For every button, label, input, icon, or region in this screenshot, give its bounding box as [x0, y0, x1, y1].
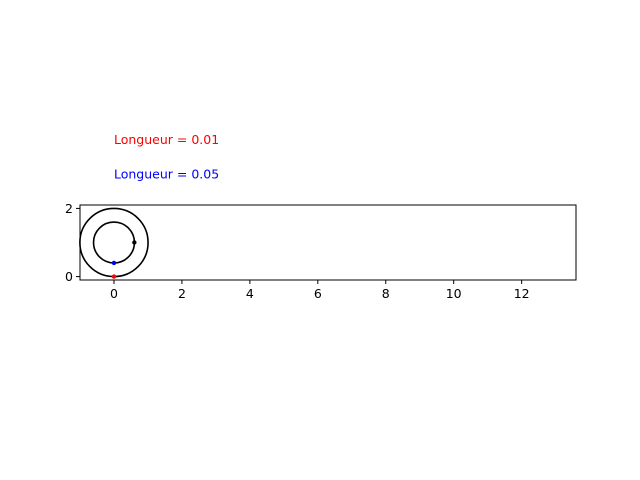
- axes-frame: [79, 204, 577, 281]
- x-tick-label: 6: [314, 286, 322, 301]
- point-marker-4: [132, 240, 137, 245]
- x-axis: 0 2 4 6 8 10 12: [110, 280, 530, 301]
- x-tick-label: 0: [110, 286, 118, 301]
- x-tick-label: 12: [514, 286, 530, 301]
- y-tick-label: 0: [65, 269, 73, 284]
- annotation-blue-length: Longueur = 0.05: [114, 166, 219, 181]
- point-marker-2: [111, 274, 117, 279]
- x-tick-label: 10: [446, 286, 462, 301]
- x-tick-label: 4: [246, 286, 254, 301]
- y-axis: 02: [65, 201, 80, 284]
- plot-area: [79, 204, 577, 281]
- x-tick-label: 2: [178, 286, 186, 301]
- x-tick-label: 8: [382, 286, 390, 301]
- annotation-red-length: Longueur = 0.01: [114, 132, 219, 147]
- y-tick-label: 2: [65, 201, 73, 216]
- point-marker-3: [111, 260, 117, 266]
